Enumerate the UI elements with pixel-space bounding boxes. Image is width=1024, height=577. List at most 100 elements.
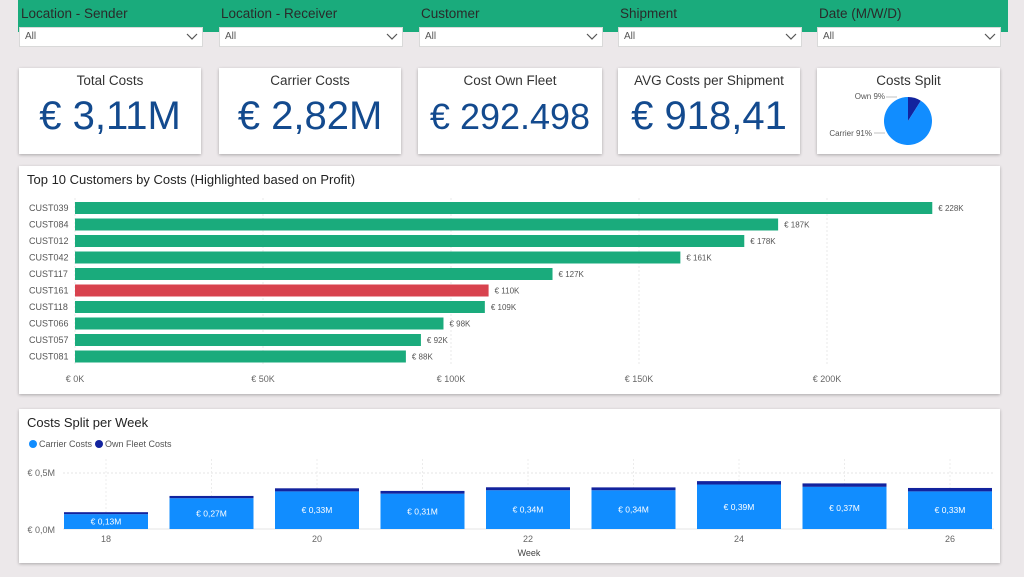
kpi-value: € 292.498 (429, 96, 591, 137)
data-label: € 0,13M (91, 517, 122, 527)
data-label: € 0,27M (196, 509, 227, 519)
bar-own-fleet-week-18[interactable] (64, 512, 148, 515)
filter-dropdown[interactable]: All (618, 27, 802, 47)
filter-dropdown[interactable]: All (19, 27, 203, 47)
top-customers-chart: Top 10 Customers by Costs (Highlighted b… (19, 166, 1000, 394)
bar-carrier-week-26[interactable] (908, 491, 992, 529)
bar-cust012[interactable] (75, 235, 745, 247)
bar-own-fleet-week-19[interactable] (169, 495, 254, 499)
pie-slice-own[interactable] (908, 97, 921, 121)
data-label: € 178K (750, 237, 776, 246)
filter-value: All (624, 31, 636, 42)
legend-carrier-icon (29, 440, 37, 448)
bar-cust081[interactable] (75, 350, 406, 363)
category-label: CUST066 (29, 319, 69, 329)
top-customers-plot: € 0K € 50K € 100K € 150K € 200K CUST039 € 228K… (29, 198, 964, 384)
kpi-card-carrier-costs: Carrier Costs € 2,82M (219, 68, 401, 154)
filter-value: All (25, 31, 37, 42)
filter-label: Location - Sender (21, 6, 128, 21)
kpi-title: Carrier Costs (270, 73, 350, 88)
data-label: € 161K (686, 254, 712, 263)
x-tick-label: € 0K (66, 374, 85, 384)
x-tick-label: 26 (945, 534, 955, 544)
data-label: € 0,37M (829, 503, 860, 513)
category-label: CUST039 (29, 203, 69, 213)
legend-own-icon (95, 440, 103, 448)
filter-dropdown[interactable]: All (817, 27, 1001, 47)
bar-cust042[interactable] (75, 251, 681, 264)
bar-carrier-week-23[interactable] (591, 490, 676, 529)
bar-carrier-week-20[interactable] (275, 491, 359, 529)
weekly-chart-title: Costs Split per Week (27, 415, 149, 430)
costs-split-pie[interactable]: Own 9% Carrier 91% (817, 90, 1000, 154)
bar-own-fleet-week-22[interactable] (486, 487, 570, 491)
data-label: € 0,34M (618, 505, 649, 515)
kpi-title: AVG Costs per Shipment (634, 73, 784, 88)
data-label: € 0,33M (302, 505, 333, 515)
data-label: € 0,34M (513, 505, 544, 515)
bar-carrier-week-22[interactable] (486, 490, 570, 529)
pie-label-own: Own 9% (855, 92, 885, 101)
filter-label: Shipment (620, 6, 678, 21)
category-label: CUST161 (29, 286, 69, 296)
category-label: CUST084 (29, 220, 69, 230)
bar-own-fleet-week-25[interactable] (802, 483, 887, 487)
bar-cust057[interactable] (75, 334, 421, 346)
filter-label: Customer (421, 6, 480, 21)
category-label: CUST012 (29, 236, 69, 246)
filter-value: All (225, 31, 237, 42)
y-tick-label: € 0,5M (27, 468, 55, 478)
bar-carrier-week-21[interactable] (380, 493, 465, 529)
costs-split-card: Costs Split Own 9% Carrier 91% (817, 68, 1000, 154)
top-customers-title: Top 10 Customers by Costs (Highlighted b… (27, 172, 356, 187)
bar-own-fleet-week-23[interactable] (591, 487, 676, 491)
data-label: € 88K (412, 353, 434, 362)
chevron-down-icon (586, 33, 598, 40)
data-label: € 110K (495, 287, 520, 296)
category-label: CUST057 (29, 335, 69, 345)
weekly-costs-plot: Carrier Costs Own Fleet Costs € 0,5M € 0… (27, 439, 994, 558)
category-label: CUST081 (29, 352, 69, 362)
kpi-title: Cost Own Fleet (463, 73, 557, 88)
data-label: € 109K (491, 303, 517, 312)
bar-own-fleet-week-26[interactable] (908, 487, 992, 492)
kpi-card-avg-costs: AVG Costs per Shipment € 918,41 (618, 68, 800, 154)
x-tick-label: 22 (523, 534, 533, 544)
bar-cust161[interactable] (75, 284, 489, 297)
bar-carrier-week-25[interactable] (802, 486, 887, 529)
bar-cust117[interactable] (75, 268, 553, 280)
weekly-costs-chart: Costs Split per Week Carrier Costs Own F… (19, 409, 1000, 563)
filter-value: All (425, 31, 437, 42)
filter-dropdown[interactable]: All (219, 27, 403, 47)
category-label: CUST117 (29, 269, 68, 279)
chevron-down-icon (186, 33, 198, 40)
bar-own-fleet-week-20[interactable] (275, 488, 359, 492)
y-tick-label: € 0,0M (27, 525, 55, 535)
bar-cust066[interactable] (75, 317, 444, 330)
legend-own-label: Own Fleet Costs (105, 439, 172, 449)
filter-label: Date (M/W/D) (819, 6, 902, 21)
bar-carrier-week-18[interactable] (64, 514, 148, 529)
filter-value: All (823, 31, 835, 42)
bar-cust084[interactable] (75, 218, 779, 231)
filter-slicer: Date (M/W/D) All (817, 0, 1001, 47)
chevron-down-icon (386, 33, 398, 40)
bar-carrier-week-24[interactable] (697, 484, 781, 529)
x-tick-label: € 150K (625, 374, 654, 384)
bar-cust118[interactable] (75, 301, 485, 313)
kpi-value: € 3,11M (39, 94, 181, 138)
bar-own-fleet-week-24[interactable] (697, 481, 781, 485)
filter-label: Location - Receiver (221, 6, 338, 21)
bar-carrier-week-19[interactable] (169, 498, 254, 529)
bar-own-fleet-week-21[interactable] (380, 490, 465, 494)
data-label: € 98K (449, 320, 471, 329)
x-tick-label: € 200K (813, 374, 842, 384)
kpi-card-cost-own-fleet: Cost Own Fleet € 292.498 (418, 68, 602, 154)
bar-cust039[interactable] (75, 202, 933, 214)
category-label: CUST118 (29, 302, 68, 312)
costs-split-title: Costs Split (876, 73, 941, 88)
data-label: € 228K (938, 204, 964, 213)
pie-slice-carrier[interactable] (884, 97, 932, 145)
filter-dropdown[interactable]: All (419, 27, 603, 47)
kpi-card-total-costs: Total Costs € 3,11M (19, 68, 201, 154)
